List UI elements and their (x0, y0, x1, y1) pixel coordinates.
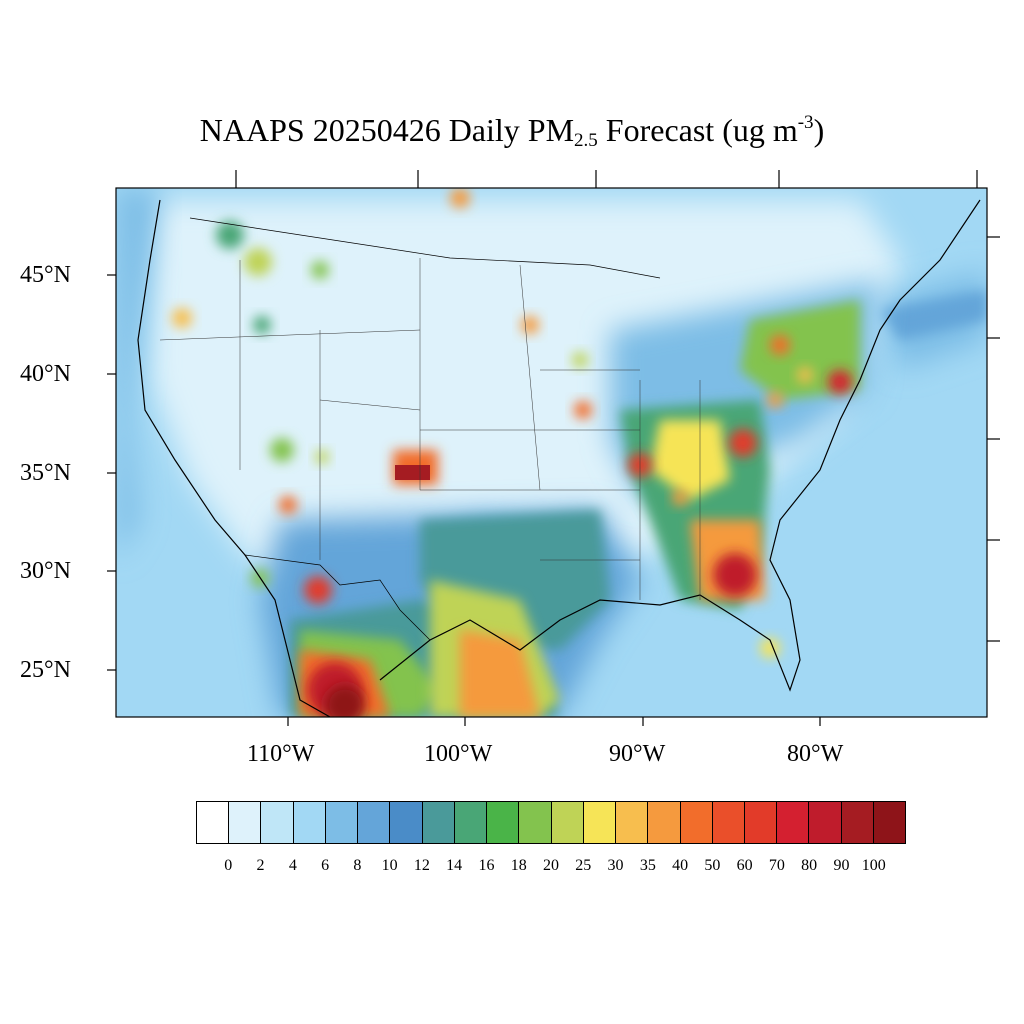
colorbar-tick-label: 100 (861, 857, 886, 874)
colorbar (196, 801, 906, 844)
map-frame (115, 187, 988, 718)
lat-label-45n: 45°N (20, 262, 71, 288)
colorbar-tick-label: 4 (288, 857, 297, 874)
lon-label-110w: 110°W (247, 741, 315, 767)
colorbar-segment (551, 802, 584, 843)
concentration-field (116, 188, 987, 717)
colorbar-segment (841, 802, 874, 843)
colorbar-segment (519, 802, 552, 843)
colorbar-tick-label: 80 (801, 857, 818, 874)
lon-label-100w: 100°W (424, 741, 493, 767)
colorbar-tick-label: 30 (607, 857, 624, 874)
colorbar-tick-label: 16 (478, 857, 495, 874)
colorbar-segment (487, 802, 520, 843)
colorbar-tick-label: 14 (446, 857, 463, 874)
colorbar-segment (680, 802, 713, 843)
colorbar-tick-label: 12 (413, 857, 430, 874)
colorbar-segment (616, 802, 649, 843)
colorbar-segment (325, 802, 359, 843)
lon-label-90w: 90°W (609, 741, 666, 767)
colorbar-segment (648, 802, 681, 843)
colorbar-tick-label: 18 (510, 857, 527, 874)
state-borders (159, 258, 701, 600)
colorbar-tick-label: 0 (224, 857, 233, 874)
colorbar-segment (358, 802, 391, 843)
colorbar-tick-label: 10 (381, 857, 398, 874)
colorbar-segment (809, 802, 842, 843)
colorbar-tick-label: 50 (704, 857, 721, 874)
colorbar-tick-label: 70 (768, 857, 785, 874)
east-coastline (379, 199, 981, 692)
colorbar-tick-label: 35 (639, 857, 656, 874)
canada-border (189, 217, 661, 279)
colorbar-tick-label: 60 (736, 857, 753, 874)
colorbar-tick-label: 2 (256, 857, 265, 874)
west-coastline (137, 199, 331, 717)
map-boundaries (137, 199, 981, 717)
axis-ticks (107, 170, 1000, 726)
colorbar-tick-label: 8 (353, 857, 362, 874)
colorbar-tick-label: 20 (543, 857, 559, 874)
lat-label-35n: 35°N (20, 460, 71, 486)
lon-label-80w: 80°W (787, 741, 844, 767)
lat-label-25n: 25°N (20, 657, 71, 683)
colorbar-segment (777, 802, 810, 843)
colorbar-segment (261, 802, 294, 843)
colorbar-segment (422, 802, 455, 843)
colorbar-segment (454, 802, 488, 843)
mexico-border (244, 554, 431, 641)
colorbar-tick-label: 40 (672, 857, 689, 874)
colorbar-tick-label: 25 (575, 857, 592, 874)
colorbar-segment (197, 802, 230, 843)
colorbar-segment (873, 802, 906, 843)
colorbar-segment (293, 802, 326, 843)
colorbar-segment (712, 802, 745, 843)
lat-label-30n: 30°N (20, 558, 71, 584)
colorbar-segment (744, 802, 778, 843)
lat-label-40n: 40°N (20, 361, 71, 387)
colorbar-tick-label: 90 (833, 857, 850, 874)
colorbar-tick-label: 6 (321, 857, 330, 874)
colorbar-segment (390, 802, 423, 843)
map-title: NAAPS 20250426 Daily PM2.5 Forecast (ug … (199, 112, 825, 151)
colorbar-segment (229, 802, 262, 843)
colorbar-segment (583, 802, 617, 843)
